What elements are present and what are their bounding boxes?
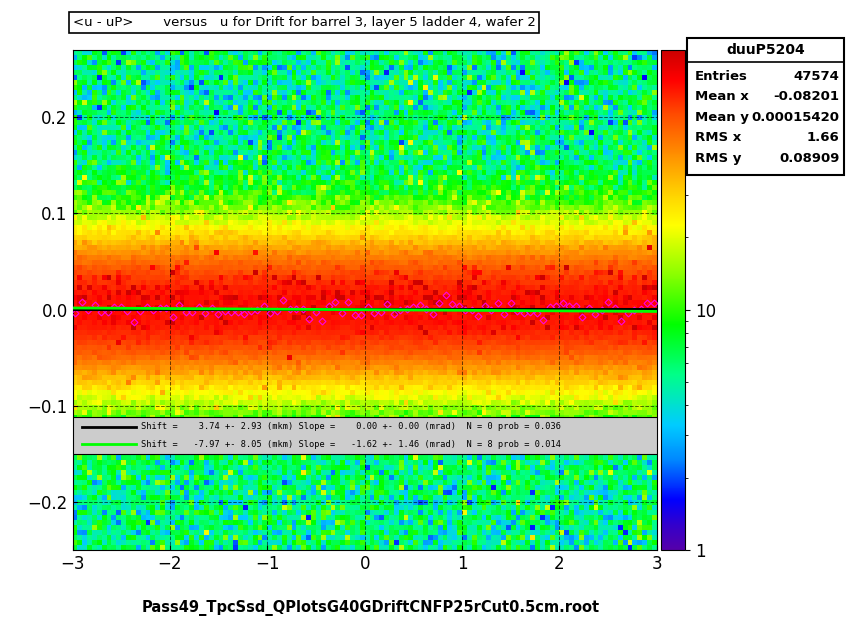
Text: Mean x: Mean x	[694, 90, 747, 103]
Text: Mean y: Mean y	[694, 111, 747, 124]
Text: RMS x: RMS x	[694, 131, 740, 144]
Text: 47574: 47574	[793, 69, 838, 82]
Text: Shift =   -7.97 +- 8.05 (mkm) Slope =   -1.62 +- 1.46 (mrad)  N = 8 prob = 0.014: Shift = -7.97 +- 8.05 (mkm) Slope = -1.6…	[141, 440, 560, 449]
Bar	[72, 418, 656, 454]
Text: Pass49_TpcSsd_QPlotsG40GDriftCNFP25rCut0.5cm.root: Pass49_TpcSsd_QPlotsG40GDriftCNFP25rCut0…	[141, 599, 600, 616]
Text: 1.66: 1.66	[806, 131, 838, 144]
Text: Shift =    3.74 +- 2.93 (mkm) Slope =    0.00 +- 0.00 (mrad)  N = 0 prob = 0.036: Shift = 3.74 +- 2.93 (mkm) Slope = 0.00 …	[141, 422, 560, 431]
Text: 0.00015420: 0.00015420	[751, 111, 838, 124]
Text: <u - uP>       versus   u for Drift for barrel 3, layer 5 ladder 4, wafer 2: <u - uP> versus u for Drift for barrel 3…	[72, 16, 535, 29]
Text: 0.08909: 0.08909	[779, 152, 838, 165]
Text: duuP5204: duuP5204	[725, 43, 804, 57]
Text: Entries: Entries	[694, 69, 746, 82]
Text: RMS y: RMS y	[694, 152, 740, 165]
Text: -0.08201: -0.08201	[773, 90, 838, 103]
